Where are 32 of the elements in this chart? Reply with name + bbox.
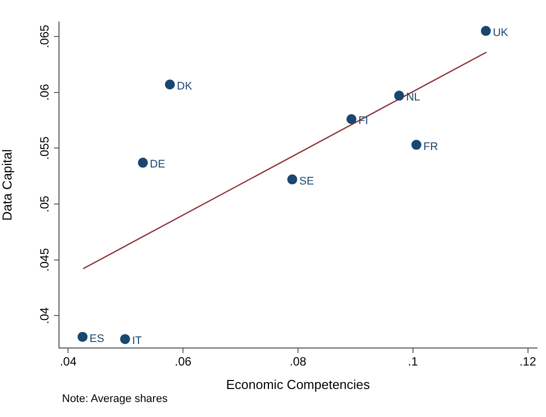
point (138, 158, 148, 168)
point (120, 334, 130, 344)
x-tick-label: .08 (290, 354, 307, 369)
y-tick-label: .055 (37, 136, 52, 160)
annotation: DK (176, 80, 193, 93)
y-axis-title: Data Capital (0, 149, 14, 221)
text: Note: Average shares (62, 393, 168, 405)
point (164, 80, 175, 90)
y-tick-label: .045 (37, 248, 52, 272)
x-tick-label: .06 (174, 354, 192, 369)
annotation: UK (492, 26, 509, 39)
y-tick-label: .05 (37, 195, 52, 212)
y-tick-label: .06 (37, 84, 52, 101)
point (346, 114, 356, 124)
annotation: DE (150, 158, 166, 171)
point (480, 26, 491, 36)
annotation: SE (299, 175, 314, 188)
point (394, 90, 404, 101)
annotation: IT (132, 335, 142, 348)
point (411, 140, 422, 150)
x-tick-label: .1 (408, 354, 418, 369)
x-tick-label: .04 (60, 354, 77, 369)
x-axis-title: Economic Competencies (226, 376, 370, 392)
point (78, 332, 88, 342)
y-tick-label: .065 (37, 24, 52, 48)
x-tick-label: .12 (519, 354, 536, 369)
annotation: ES (90, 332, 104, 345)
annotation: NL (406, 92, 420, 104)
y-tick-label: .04 (37, 306, 52, 324)
annotation: FR (423, 140, 438, 153)
point (287, 174, 298, 184)
annotation: FI (358, 115, 368, 128)
